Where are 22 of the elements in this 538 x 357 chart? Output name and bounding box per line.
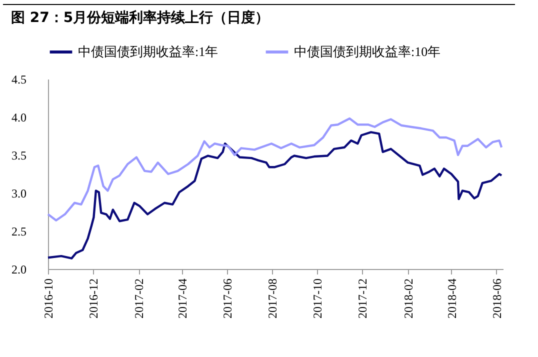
legend-label: 中债国债到期收益率:10年 <box>294 44 441 59</box>
legend-label: 中债国债到期收益率:1年 <box>78 44 218 59</box>
x-tick-label: 2018-02 <box>401 278 416 318</box>
y-tick-label: 2.0 <box>12 262 26 276</box>
x-tick-label: 2017-06 <box>220 278 235 318</box>
y-tick-label: 4.5 <box>12 72 26 86</box>
line-series <box>46 131 503 260</box>
x-tick-label: 2017-12 <box>356 278 370 318</box>
x-tick-label: 2018-04 <box>444 278 459 318</box>
y-tick-label: 3.0 <box>12 186 26 200</box>
y-tick-label: 2.5 <box>12 224 26 238</box>
x-tick-label: 2017-10 <box>310 278 325 318</box>
y-tick-label: 4.0 <box>12 110 26 124</box>
chart-title: 图 27：5月份短端利率持续上行（日度） <box>11 9 270 26</box>
x-tick-label: 2016-10 <box>42 278 56 318</box>
x-tick-label: 2016-12 <box>86 278 100 318</box>
y-tick-label: 3.5 <box>12 148 26 162</box>
x-tick-label: 2017-08 <box>266 278 280 318</box>
x-tick-label: 2018-06 <box>490 278 504 318</box>
line-series <box>46 117 503 222</box>
x-tick-label: 2017-04 <box>176 278 190 318</box>
x-tick-label: 2017-02 <box>132 278 146 318</box>
